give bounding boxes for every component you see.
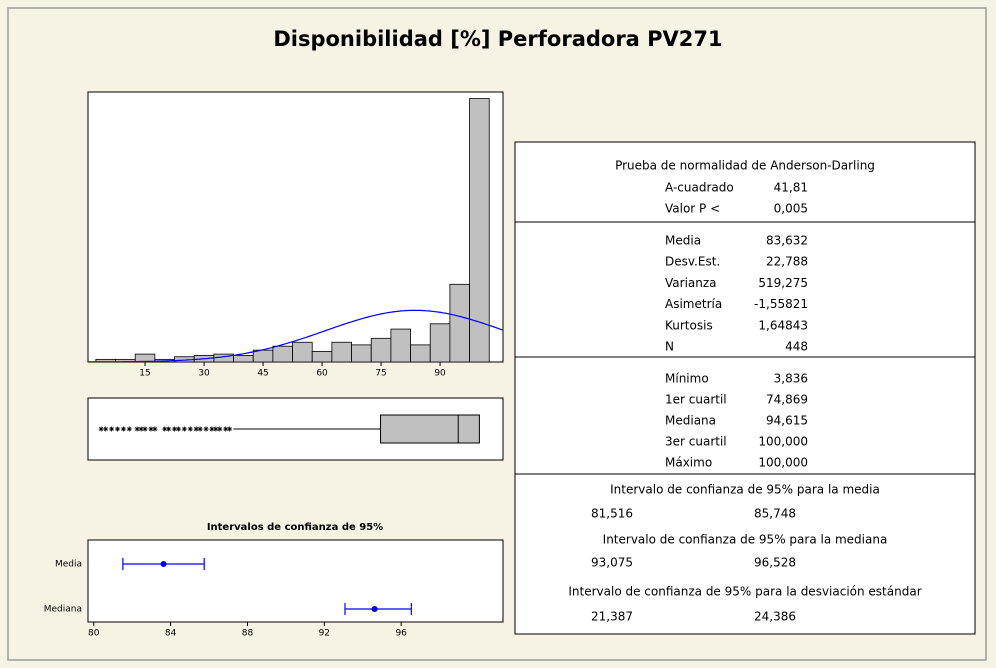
- interval-high: 85,748: [754, 507, 796, 521]
- histogram-bar: [410, 344, 431, 363]
- row-label: Media: [665, 234, 701, 248]
- outlier: [197, 426, 203, 432]
- row-value: 100,000: [758, 456, 808, 470]
- outlier: [217, 426, 223, 432]
- outlier: [209, 426, 215, 432]
- x-tick-label: 80: [88, 629, 100, 639]
- ci-panel: [87, 539, 504, 623]
- histogram-bar: [449, 283, 470, 363]
- row-label: Máximo: [665, 456, 712, 470]
- interval-low: 81,516: [591, 507, 633, 521]
- outlier: [193, 426, 199, 432]
- interval-low: 93,075: [591, 556, 633, 570]
- histogram-panel: [87, 91, 504, 363]
- histogram-bar: [272, 345, 293, 363]
- histogram-bar: [292, 341, 313, 363]
- outlier: [152, 426, 158, 432]
- outlier: [213, 426, 219, 432]
- interval-title: Intervalo de confianza de 95% para la me…: [610, 483, 880, 497]
- outlier: [134, 426, 140, 432]
- normal-curve: [88, 309, 503, 362]
- interval-title: Intervalo de confianza de 95% para la de…: [568, 585, 921, 599]
- row-value: -1,55821: [754, 297, 808, 311]
- outlier: [103, 426, 109, 432]
- row-label: Desv.Est.: [665, 255, 720, 269]
- interval-high: 96,528: [754, 556, 796, 570]
- row-value: 100,000: [758, 435, 808, 449]
- row-value: 3,836: [774, 372, 808, 386]
- outlier: [162, 426, 168, 432]
- histogram-bar: [311, 351, 333, 363]
- x-tick-label: 84: [165, 629, 177, 639]
- x-tick-label: 60: [316, 369, 328, 379]
- interval-low: 21,387: [591, 610, 633, 624]
- x-tick-label: 90: [434, 369, 446, 379]
- outlier: [109, 426, 115, 432]
- histogram-bar: [390, 328, 411, 363]
- outlier: [175, 426, 181, 432]
- interval-title: Intervalo de confianza de 95% para la me…: [603, 533, 888, 547]
- x-tick-label: 88: [242, 629, 254, 639]
- row-label: A-cuadrado: [665, 181, 734, 195]
- row-label: Valor P <: [665, 202, 720, 216]
- row-label: Mediana: [665, 414, 716, 428]
- histogram-bar: [233, 355, 254, 363]
- row-value: 0,005: [774, 202, 808, 216]
- outlier: [227, 426, 233, 432]
- row-value: 41,81: [774, 181, 808, 195]
- row-label: Varianza: [665, 276, 717, 290]
- ci-title: Intervalos de confianza de 95%: [207, 522, 383, 533]
- histogram-bar: [370, 337, 392, 363]
- ci-point: [371, 606, 378, 612]
- outlier: [138, 426, 144, 432]
- ci-label: Media: [55, 560, 82, 570]
- x-tick-label: 45: [257, 369, 268, 379]
- row-label: 1er cuartil: [665, 393, 727, 407]
- ci-label: Mediana: [44, 605, 82, 615]
- row-value: 519,275: [758, 276, 808, 290]
- summary-table: [514, 141, 976, 635]
- row-label: N: [665, 340, 674, 354]
- histogram-bar: [351, 344, 372, 363]
- chart-title: Disponibilidad [%] Perforadora PV271: [273, 27, 722, 51]
- outlier: [98, 426, 104, 432]
- outlier: [203, 426, 209, 432]
- x-tick-label: 15: [139, 369, 150, 379]
- x-tick-label: 92: [319, 629, 330, 639]
- outlier: [223, 426, 229, 432]
- x-tick-label: 30: [198, 369, 210, 379]
- outlier: [126, 426, 132, 432]
- histogram-bar: [252, 349, 274, 363]
- ci-point: [160, 561, 167, 567]
- outlier: [142, 426, 148, 432]
- outlier: [187, 426, 193, 432]
- outlier: [148, 426, 154, 432]
- row-value: 83,632: [766, 234, 808, 248]
- histogram-bar: [331, 341, 352, 363]
- row-label: 3er cuartil: [665, 435, 727, 449]
- interval-high: 24,386: [754, 610, 796, 624]
- row-value: 94,615: [766, 414, 808, 428]
- row-value: 448: [785, 340, 808, 354]
- outlier: [172, 426, 178, 432]
- section-title: Prueba de normalidad de Anderson-Darling: [615, 159, 875, 173]
- histogram-bar: [469, 98, 490, 363]
- x-tick-label: 75: [375, 369, 386, 379]
- row-value: 1,64843: [758, 318, 808, 332]
- row-label: Mínimo: [665, 372, 709, 386]
- outlier: [181, 426, 187, 432]
- row-label: Asimetría: [665, 297, 722, 311]
- outlier: [166, 426, 172, 432]
- outlier: [120, 426, 126, 432]
- x-tick-label: 96: [395, 629, 407, 639]
- row-value: 74,869: [766, 393, 808, 407]
- outlier: [115, 426, 121, 432]
- box: [380, 414, 480, 444]
- row-label: Kurtosis: [665, 318, 713, 332]
- histogram-bar: [429, 323, 451, 363]
- row-value: 22,788: [766, 255, 808, 269]
